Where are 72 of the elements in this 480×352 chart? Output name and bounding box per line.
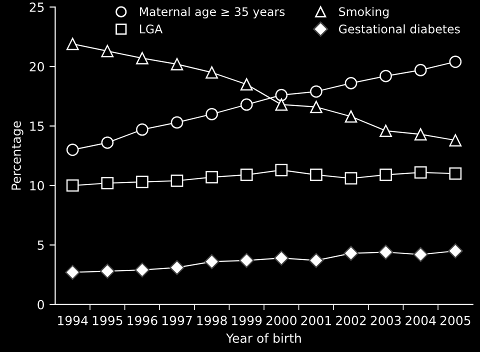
point <box>310 168 322 181</box>
y-tick-label: 20 <box>30 62 44 72</box>
point <box>136 176 148 188</box>
point <box>101 136 114 149</box>
x-tick-label: 1998 <box>197 316 227 326</box>
x-axis-title: Year of birth <box>226 333 301 343</box>
point <box>310 100 322 114</box>
x-tick-label: 2004 <box>406 316 436 326</box>
x-tick-label: 2000 <box>266 316 296 326</box>
point <box>413 247 428 262</box>
y-tick-label: 10 <box>30 180 44 190</box>
x-tick-label: 1999 <box>232 316 262 326</box>
point <box>240 78 253 91</box>
point <box>380 70 392 82</box>
point <box>206 66 218 79</box>
x-tick-label: 2003 <box>370 316 401 326</box>
point <box>170 260 184 276</box>
y-axis-title: Percentage <box>12 121 24 190</box>
point <box>414 64 427 76</box>
point <box>449 167 462 180</box>
y-tick-label: 0 <box>38 300 44 310</box>
point <box>344 172 358 185</box>
x-tick-label: 1994 <box>58 316 88 326</box>
point <box>448 243 463 258</box>
y-tick-label: 15 <box>30 122 44 131</box>
y-tick-label: 25 <box>30 2 44 12</box>
x-tick-label: 2002 <box>336 316 366 326</box>
point <box>206 170 218 184</box>
point <box>66 144 79 156</box>
y-tick-label: 5 <box>38 240 44 250</box>
point <box>380 124 392 137</box>
legend-label: LGA <box>140 24 163 34</box>
point <box>204 254 220 270</box>
point <box>66 179 79 192</box>
point <box>100 264 115 279</box>
point <box>136 123 148 136</box>
point <box>101 176 114 190</box>
point <box>170 174 184 187</box>
point <box>134 262 150 278</box>
point <box>275 88 288 102</box>
point <box>206 108 218 120</box>
point <box>414 166 427 179</box>
point <box>449 56 462 68</box>
x-tick-label: 1996 <box>128 316 158 326</box>
x-tick-label: 1995 <box>92 316 122 326</box>
point <box>449 134 462 146</box>
point <box>240 168 253 181</box>
point <box>344 77 358 90</box>
point <box>136 52 148 64</box>
point <box>308 252 324 268</box>
x-tick-label: 2001 <box>301 316 331 326</box>
legend-label: Maternal age ≥ 35 years <box>140 6 285 18</box>
point <box>101 44 114 58</box>
legend-label: Gestational diabetes <box>338 24 460 34</box>
point <box>239 252 254 268</box>
point <box>378 244 394 260</box>
point <box>414 128 427 141</box>
x-tick-label: 1997 <box>162 316 192 326</box>
legend-label: Smoking <box>339 6 389 18</box>
point <box>344 110 358 123</box>
point <box>275 98 288 111</box>
point <box>170 116 184 129</box>
point <box>170 58 184 70</box>
point <box>344 246 358 261</box>
point <box>310 85 322 98</box>
point <box>275 164 288 176</box>
point <box>240 98 253 111</box>
point <box>274 250 289 266</box>
point <box>65 264 80 280</box>
point <box>380 168 392 181</box>
x-tick-label: 2005 <box>440 316 470 326</box>
point <box>66 38 79 50</box>
